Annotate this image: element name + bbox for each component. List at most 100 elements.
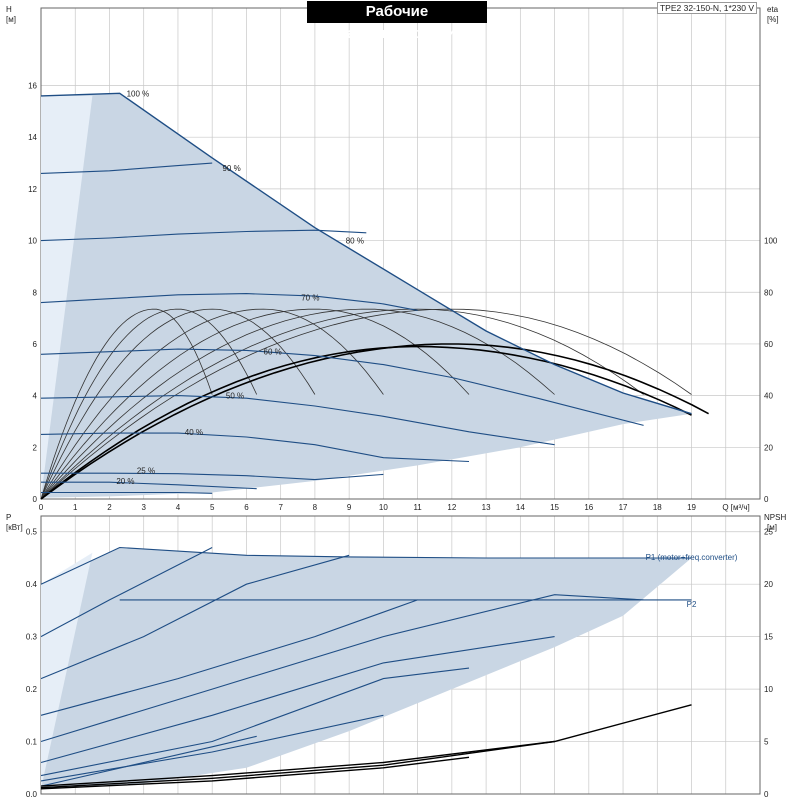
top-ytick-left: 2 (33, 443, 38, 452)
top-xtick: 3 (141, 503, 146, 512)
eta-curve (40, 308, 384, 500)
power-curve (40, 546, 692, 585)
bot-envelope-light-area (41, 552, 93, 789)
top-ytick-left: 8 (33, 288, 38, 297)
top-xtick: 4 (176, 503, 181, 512)
top-ytick-left: 12 (28, 185, 37, 194)
bot-ytick-right: 15 (764, 633, 773, 642)
pump-curve (40, 395, 555, 446)
bot-ytick-left: 0.3 (26, 633, 38, 642)
bot-ytick-right: 20 (764, 580, 773, 589)
pump-curve (40, 293, 418, 311)
bot-ylabel-right: NPSH (764, 513, 786, 522)
top-ytick-left: 10 (28, 237, 37, 246)
top-xtick: 9 (347, 503, 352, 512)
eta-curve (40, 308, 692, 500)
bot-ylabel-right-unit: [м] (767, 523, 777, 532)
pump-curve (40, 92, 692, 415)
bot-ytick-right: 10 (764, 685, 773, 694)
power-label: P2 (687, 600, 697, 609)
top-xtick: 17 (619, 503, 628, 512)
top-ytick-right: 40 (764, 392, 773, 401)
top-ytick-left: 0 (33, 495, 38, 504)
bot-ylabel-left: P (6, 513, 11, 522)
top-ylabel-right-unit: [%] (767, 15, 779, 24)
eta-curve (40, 308, 258, 500)
bot-ytick-right: 25 (764, 528, 773, 537)
eta-curve (40, 308, 470, 500)
power-curve (40, 735, 257, 787)
bot-ytick-left: 0.1 (26, 738, 38, 747)
bot-ylabel-left-unit: [кВт] (6, 523, 23, 532)
top-xtick: 19 (687, 503, 696, 512)
pump-curve (40, 432, 470, 463)
top-xtick: 14 (516, 503, 525, 512)
speed-label: 90 % (222, 164, 240, 173)
top-ylabel-left: H (6, 5, 12, 14)
top-ytick-left: 6 (33, 340, 38, 349)
pump-curve (41, 481, 257, 490)
power-curve (40, 594, 644, 743)
top-ytick-right: 80 (764, 288, 773, 297)
eta-curve (40, 345, 692, 500)
npsh-curve (40, 704, 692, 787)
speed-label: 70 % (301, 293, 319, 302)
eta-curve (40, 308, 316, 500)
pump-model-label: TPE2 32-150-N, 1*230 V (656, 2, 757, 14)
top-ytick-left: 16 (28, 82, 37, 91)
power-curve (40, 547, 213, 638)
speed-label: 60 % (264, 348, 282, 357)
bot-ytick-left: 0.5 (26, 528, 38, 537)
bot-ytick-right: 0 (764, 790, 769, 799)
pump-curve (40, 162, 213, 174)
top-xtick: 5 (210, 503, 215, 512)
eta-curve (40, 308, 213, 500)
top-xtick: 15 (550, 503, 559, 512)
top-xtick: 8 (313, 503, 318, 512)
bot-ytick-left: 0.2 (26, 685, 38, 694)
top-ylabel-right: eta (767, 5, 779, 14)
top-ylabel-left-unit: [м] (6, 15, 16, 24)
bot-ytick-right: 5 (764, 738, 769, 747)
top-xtick: 7 (278, 503, 283, 512)
top-xtick: 2 (107, 503, 112, 512)
top-ytick-right: 0 (764, 495, 769, 504)
top-xtick: 16 (584, 503, 593, 512)
npsh-curve (40, 740, 555, 789)
top-ytick-right: 60 (764, 340, 773, 349)
power-label: P1 (motor+freq.converter) (646, 553, 738, 562)
top-envelope-area (41, 93, 692, 498)
bot-ytick-left: 0.4 (26, 580, 38, 589)
speed-label: 80 % (346, 237, 364, 246)
top-envelope-light-area (41, 95, 93, 498)
top-ytick-right: 100 (764, 237, 778, 246)
pump-curve (41, 491, 213, 494)
npsh-curve (40, 756, 470, 790)
speed-label: 20 % (116, 477, 134, 486)
power-curve (40, 714, 384, 782)
top-xtick: 10 (379, 503, 388, 512)
pump-curve (40, 348, 644, 426)
speed-label: 40 % (185, 428, 203, 437)
pump-curve (40, 229, 367, 242)
eta-curve (40, 308, 555, 500)
top-xtick: 18 (653, 503, 662, 512)
top-ytick-left: 14 (28, 133, 37, 142)
top-xtick: 6 (244, 503, 249, 512)
chart-title: Рабочие характеристики (307, 1, 487, 42)
top-xtick: 11 (413, 503, 422, 512)
power-curve (40, 636, 555, 764)
top-xlabel: Q [м³/ч] (722, 503, 749, 512)
power-curve (40, 667, 470, 777)
power-curve (40, 599, 418, 716)
power-curve (40, 554, 350, 680)
top-ytick-left: 4 (33, 392, 38, 401)
speed-label: 50 % (226, 392, 244, 401)
eta-curve (40, 308, 644, 500)
top-ytick-right: 20 (764, 443, 773, 452)
speed-label: 25 % (137, 467, 155, 476)
top-xtick: 12 (447, 503, 456, 512)
top-xtick: 0 (39, 503, 44, 512)
speed-label: 100 % (127, 89, 150, 98)
